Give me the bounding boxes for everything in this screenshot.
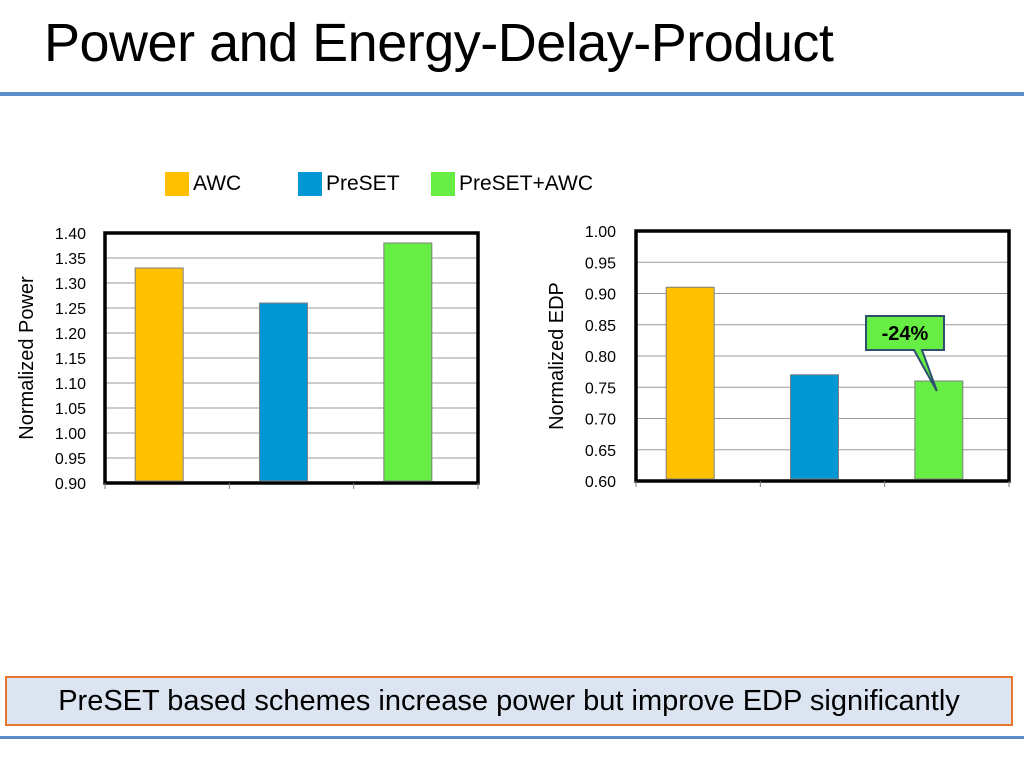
edp-y-axis-title: Normalized EDP bbox=[546, 282, 568, 430]
summary-text: PreSET based schemes increase power but … bbox=[58, 684, 960, 717]
edp-annotation-label: -24% bbox=[882, 323, 929, 345]
summary-callout: PreSET based schemes increase power but … bbox=[5, 676, 1013, 726]
power-plot-frame bbox=[103, 231, 480, 485]
slide-title: Power and Energy-Delay-Product bbox=[44, 13, 834, 73]
edp-bar-preset bbox=[790, 374, 839, 480]
power-ytick-label: 0.90 bbox=[55, 476, 86, 493]
power-bar-preset-awc bbox=[383, 242, 433, 482]
edp-plot-frame bbox=[634, 229, 1011, 483]
edp-ytick-label: 0.90 bbox=[585, 287, 616, 304]
edp-bar-preset-awc bbox=[914, 380, 964, 480]
power-bar-preset bbox=[259, 302, 308, 482]
power-ytick-label: 1.30 bbox=[55, 276, 86, 293]
edp-ytick-label: 0.65 bbox=[585, 443, 616, 460]
edp-bar-awc bbox=[665, 286, 715, 480]
title-divider bbox=[0, 92, 1024, 96]
edp-annotation-callout bbox=[865, 315, 945, 392]
power-y-axis-title: Normalized Power bbox=[16, 276, 38, 440]
edp-ytick-label: 0.60 bbox=[585, 474, 616, 491]
edp-ytick-label: 0.95 bbox=[585, 255, 616, 272]
power-ytick-label: 1.40 bbox=[55, 226, 86, 243]
power-ytick-label: 1.25 bbox=[55, 301, 86, 318]
edp-ytick-label: 0.85 bbox=[585, 318, 616, 335]
power-ytick-label: 1.35 bbox=[55, 251, 86, 268]
edp-chart: 0.60 0.65 0.70 0.75 0.80 0.85 0.90 0.95 1.00 Norm… bbox=[546, 224, 1011, 491]
power-ytick-label: 1.05 bbox=[55, 401, 86, 418]
power-bar-awc bbox=[134, 267, 184, 482]
power-ytick-label: 1.10 bbox=[55, 376, 86, 393]
edp-ytick-label: 0.70 bbox=[585, 412, 616, 429]
power-ytick-label: 1.15 bbox=[55, 351, 86, 368]
power-ytick-label: 1.20 bbox=[55, 326, 86, 343]
power-ytick-label: 1.00 bbox=[55, 426, 86, 443]
edp-ytick-label: 1.00 bbox=[585, 224, 616, 241]
power-chart: 0.90 0.95 1.00 1.05 1.10 1.15 1.20 1.25 1.30 1.35… bbox=[16, 226, 480, 493]
edp-ytick-label: 0.75 bbox=[585, 380, 616, 397]
power-ytick-label: 0.95 bbox=[55, 451, 86, 468]
footer-divider bbox=[0, 736, 1024, 739]
edp-ytick-label: 0.80 bbox=[585, 349, 616, 366]
